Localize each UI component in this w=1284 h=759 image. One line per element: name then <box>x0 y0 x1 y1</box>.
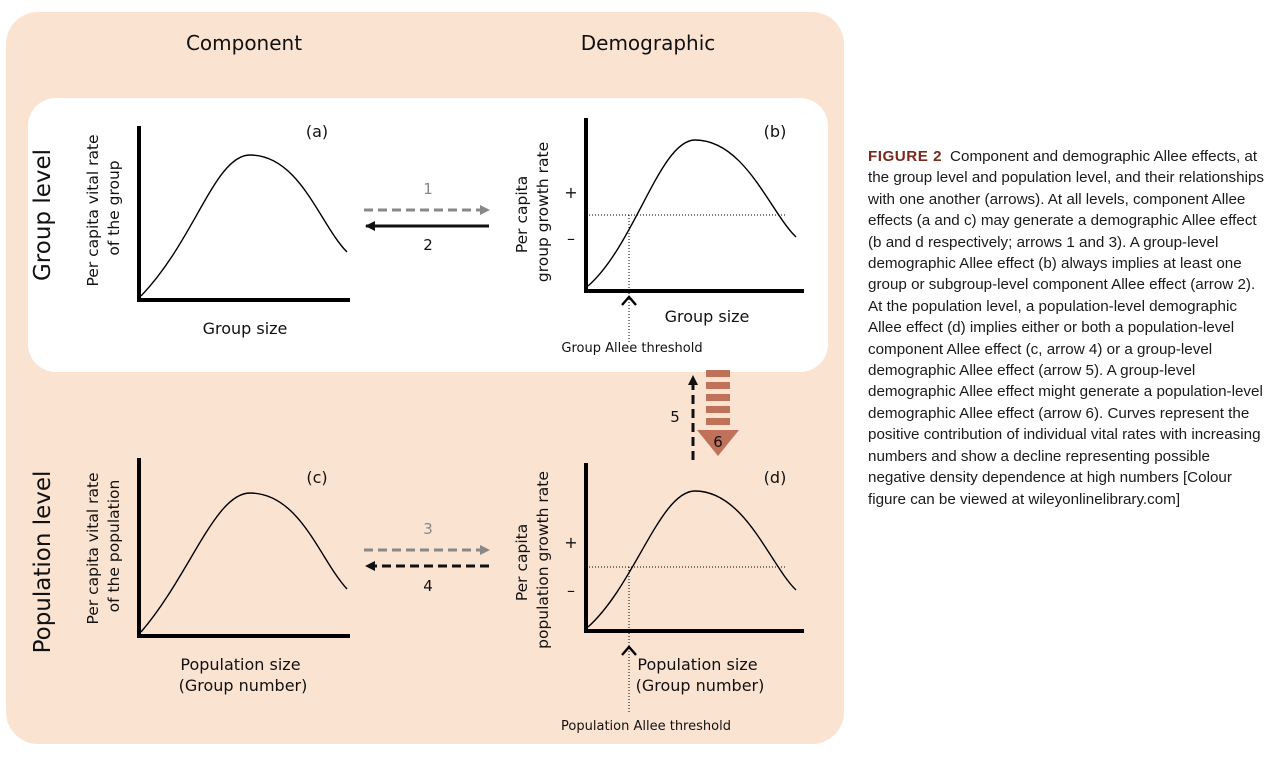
arrow-3: 3 <box>364 520 490 555</box>
panel-c-xlabel: Population size (Group number) <box>179 655 308 695</box>
panel-b-threshold-label: Group Allee threshold <box>561 341 702 356</box>
arrow-5-label: 5 <box>670 408 680 426</box>
panel-a-ylabel: Per capita vital rate of the group <box>84 129 123 286</box>
arrow-6: 6 <box>697 370 739 456</box>
panel-a-xlabel: Group size <box>203 319 288 338</box>
side-label-population: Population level <box>30 471 56 654</box>
panel-d-xlabel: Population size (Group number) <box>636 655 765 695</box>
panel-d: (d) + – Per capita population growth rat… <box>513 463 804 734</box>
panel-c-ylabel: Per capita vital rate of the population <box>84 467 123 624</box>
arrow-4-label: 4 <box>423 577 433 595</box>
panel-b-curve <box>587 139 797 287</box>
panel-d-label: (d) <box>764 468 787 487</box>
arrow-1-label: 1 <box>423 180 433 198</box>
panel-b-plus: + <box>564 183 577 202</box>
side-label-group: Group level <box>30 149 56 281</box>
panel-b-xlabel: Group size <box>665 307 750 326</box>
panel-d-axes <box>584 463 804 633</box>
panel-a-curve <box>140 154 348 297</box>
arrow-2-label: 2 <box>423 236 433 254</box>
group-level-box <box>28 98 828 372</box>
header-component: Component <box>186 31 302 55</box>
panel-d-minus: – <box>567 581 575 600</box>
arrow-3-label: 3 <box>423 520 433 538</box>
panel-c-curve <box>140 492 348 633</box>
caption-label: FIGURE 2 <box>868 148 943 165</box>
panel-c: (c) Per capita vital rate of the populat… <box>84 458 350 695</box>
figure-caption: FIGURE 2 Component and demographic Allee … <box>868 146 1268 510</box>
panel-a-axes <box>137 126 350 302</box>
panel-b-axes <box>584 118 804 293</box>
panel-b-threshold-arrowhead <box>621 295 637 306</box>
panel-d-threshold-arrowhead <box>621 645 637 656</box>
panel-c-label: (c) <box>306 468 327 487</box>
arrow-1: 1 <box>364 180 490 215</box>
arrow-6-label: 6 <box>713 433 723 451</box>
panel-a: (a) Per capita vital rate of the group G… <box>84 122 350 338</box>
arrow-2: 2 <box>365 221 489 254</box>
panel-a-label: (a) <box>306 122 328 141</box>
caption-text: Component and demographic Allee effects,… <box>868 148 1264 508</box>
panel-c-axes <box>137 458 350 638</box>
panel-d-threshold-label: Population Allee threshold <box>561 719 731 734</box>
panel-d-ylabel: Per capita population growth rate <box>513 471 552 649</box>
arrow-4: 4 <box>365 561 489 595</box>
panel-d-plus: + <box>564 533 577 552</box>
allee-effects-figure: Component Demographic Group level Popula… <box>6 12 844 744</box>
panel-b-minus: – <box>567 229 575 248</box>
panel-b-ylabel: Per capita group growth rate <box>513 142 552 282</box>
header-demographic: Demographic <box>581 31 716 55</box>
panel-b: (b) + – Per capita group growth rate Gro… <box>513 118 804 356</box>
arrow-5: 5 <box>670 375 698 460</box>
panel-d-curve <box>587 490 797 628</box>
panel-b-label: (b) <box>764 122 787 141</box>
